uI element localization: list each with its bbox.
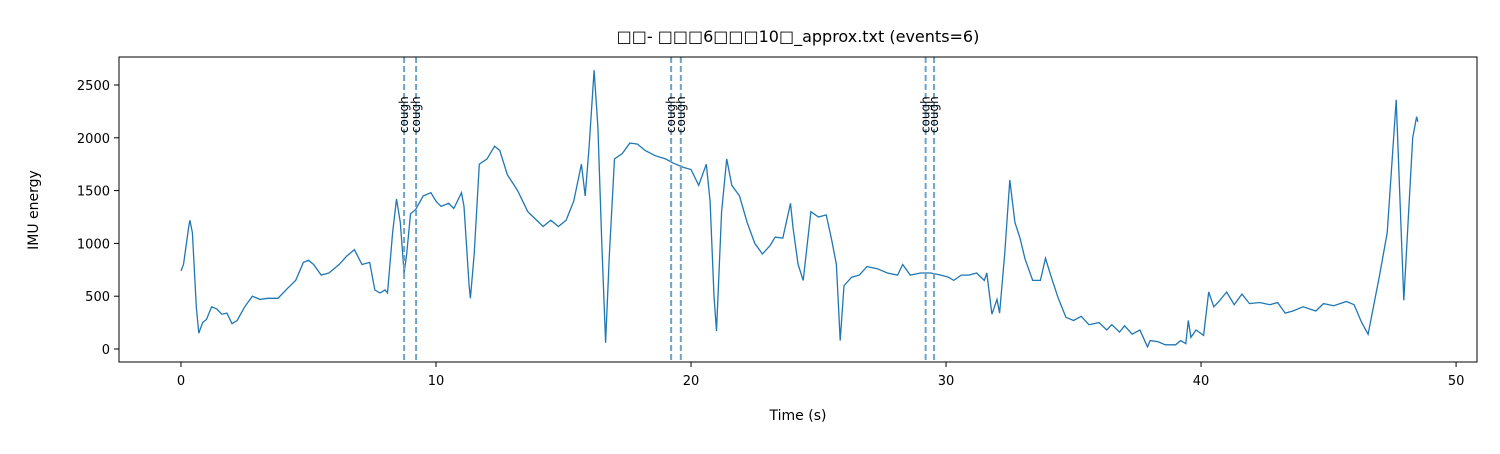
event-label: cough	[664, 96, 678, 133]
x-tick-label: 20	[683, 374, 700, 389]
chart-title: □□- □□□6□□□10□_approx.txt (events=6)	[617, 27, 980, 47]
y-tick-label: 2000	[77, 132, 110, 147]
y-tick-label: 500	[85, 290, 110, 305]
x-tick-label: 0	[177, 374, 185, 389]
event-label: cough	[927, 96, 941, 133]
y-tick-label: 1500	[77, 185, 110, 200]
y-tick-label: 1000	[77, 237, 110, 252]
y-axis-label: IMU energy	[26, 170, 42, 250]
x-tick-label: 30	[938, 374, 955, 389]
y-tick-label: 0	[102, 343, 110, 358]
event-label: cough	[409, 96, 423, 133]
x-tick-label: 50	[1448, 374, 1465, 389]
event-label: cough	[397, 96, 411, 133]
x-tick-label: 10	[428, 374, 445, 389]
event-label: cough	[674, 96, 688, 133]
x-axis-label: Time (s)	[769, 408, 827, 424]
plot-frame	[118, 56, 1478, 363]
y-tick-label: 2500	[77, 79, 110, 94]
x-tick-label: 40	[1193, 374, 1210, 389]
data-line	[180, 70, 1419, 349]
event-label: cough	[919, 96, 933, 133]
